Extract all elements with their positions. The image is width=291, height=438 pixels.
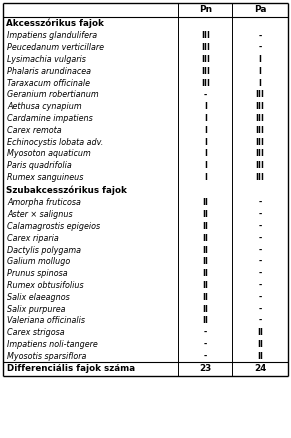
Text: -: -: [259, 198, 262, 207]
Text: 23: 23: [199, 364, 212, 373]
Text: II: II: [202, 222, 208, 231]
Text: Salix purpurea: Salix purpurea: [7, 304, 65, 314]
Text: III: III: [256, 173, 265, 182]
Text: Paris quadrifolia: Paris quadrifolia: [7, 161, 72, 170]
Text: Taraxacum officinale: Taraxacum officinale: [7, 78, 90, 88]
Text: -: -: [204, 90, 207, 99]
Text: -: -: [259, 316, 262, 325]
Text: Salix elaeagnos: Salix elaeagnos: [7, 293, 70, 302]
Text: I: I: [259, 78, 262, 88]
Text: -: -: [259, 32, 262, 40]
Text: II: II: [202, 269, 208, 278]
Text: -: -: [259, 304, 262, 314]
Text: I: I: [204, 173, 207, 182]
Text: II: II: [257, 328, 263, 337]
Text: -: -: [204, 340, 207, 349]
Text: II: II: [202, 246, 208, 254]
Text: Galium mollugo: Galium mollugo: [7, 257, 70, 266]
Text: 24: 24: [254, 364, 266, 373]
Text: I: I: [204, 114, 207, 123]
Text: Szubakcesszórikus fajok: Szubakcesszórikus fajok: [6, 185, 127, 195]
Text: Carex remota: Carex remota: [7, 126, 62, 135]
Text: -: -: [259, 281, 262, 290]
Text: Carex strigosa: Carex strigosa: [7, 328, 65, 337]
Text: -: -: [259, 222, 262, 231]
Text: -: -: [259, 234, 262, 243]
Text: Aster × salignus: Aster × salignus: [7, 210, 73, 219]
Text: Myosotis sparsiflora: Myosotis sparsiflora: [7, 352, 86, 361]
Text: III: III: [256, 126, 265, 135]
Text: -: -: [259, 293, 262, 302]
Text: III: III: [201, 55, 210, 64]
Text: I: I: [204, 149, 207, 159]
Bar: [3, 3, 288, 376]
Text: III: III: [256, 149, 265, 159]
Text: Dactylis polygama: Dactylis polygama: [7, 246, 81, 254]
Text: II: II: [202, 198, 208, 207]
Text: I: I: [259, 67, 262, 76]
Text: Lysimachia vulgaris: Lysimachia vulgaris: [7, 55, 86, 64]
Text: -: -: [204, 328, 207, 337]
Text: -: -: [204, 352, 207, 361]
Text: III: III: [201, 67, 210, 76]
Text: III: III: [201, 43, 210, 52]
Text: II: II: [202, 234, 208, 243]
Text: III: III: [256, 90, 265, 99]
Text: Pa: Pa: [254, 5, 267, 14]
Text: II: II: [202, 304, 208, 314]
Text: Cardamine impatiens: Cardamine impatiens: [7, 114, 93, 123]
Text: II: II: [202, 257, 208, 266]
Text: III: III: [201, 78, 210, 88]
Text: II: II: [202, 293, 208, 302]
Text: Echinocystis lobata adv.: Echinocystis lobata adv.: [7, 138, 103, 147]
Text: Impatiens noli-tangere: Impatiens noli-tangere: [7, 340, 98, 349]
Text: II: II: [202, 210, 208, 219]
Text: Myosoton aquaticum: Myosoton aquaticum: [7, 149, 91, 159]
Text: III: III: [256, 102, 265, 111]
Text: Rumex sanguineus: Rumex sanguineus: [7, 173, 84, 182]
Text: Amorpha fruticosa: Amorpha fruticosa: [7, 198, 81, 207]
Text: Valeriana officinalis: Valeriana officinalis: [7, 316, 85, 325]
Text: Peucedanum verticillare: Peucedanum verticillare: [7, 43, 104, 52]
Text: -: -: [259, 43, 262, 52]
Text: Phalaris arundinacea: Phalaris arundinacea: [7, 67, 91, 76]
Text: Pn: Pn: [199, 5, 212, 14]
Text: Carex riparia: Carex riparia: [7, 234, 59, 243]
Text: III: III: [201, 32, 210, 40]
Text: II: II: [257, 340, 263, 349]
Text: I: I: [204, 138, 207, 147]
Text: III: III: [256, 138, 265, 147]
Text: III: III: [256, 161, 265, 170]
Text: Impatiens glandulifera: Impatiens glandulifera: [7, 32, 97, 40]
Text: II: II: [202, 281, 208, 290]
Text: -: -: [259, 269, 262, 278]
Text: II: II: [202, 316, 208, 325]
Text: Rumex obtusifolius: Rumex obtusifolius: [7, 281, 84, 290]
Text: III: III: [256, 114, 265, 123]
Text: Aethusa cynapium: Aethusa cynapium: [7, 102, 81, 111]
Text: -: -: [259, 257, 262, 266]
Text: Geranium robertianum: Geranium robertianum: [7, 90, 99, 99]
Text: Akcesszórikus fajok: Akcesszórikus fajok: [6, 18, 104, 28]
Text: Prunus spinosa: Prunus spinosa: [7, 269, 68, 278]
Text: Differenciális fajok száma: Differenciális fajok száma: [7, 364, 135, 373]
Text: -: -: [259, 246, 262, 254]
Text: I: I: [204, 102, 207, 111]
Text: Calamagrostis epigeios: Calamagrostis epigeios: [7, 222, 100, 231]
Text: -: -: [259, 210, 262, 219]
Text: I: I: [259, 55, 262, 64]
Text: II: II: [257, 352, 263, 361]
Text: I: I: [204, 126, 207, 135]
Text: I: I: [204, 161, 207, 170]
